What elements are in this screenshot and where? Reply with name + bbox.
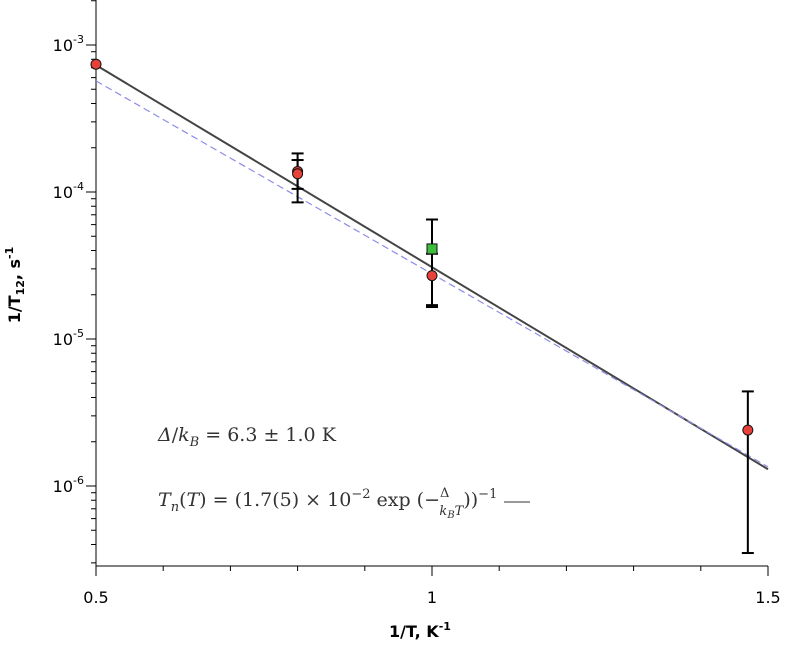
data-point-circle xyxy=(292,168,304,180)
annotation-formula: Tn(T) = (1.7(5) × 10−2 exp (−Δ kBT))−1 xyxy=(158,486,497,521)
y-axis-title: 1/T12, s-1 xyxy=(3,247,27,324)
axes: 10-6 10-5 10-4 10-3 0.5 1 1.5 xyxy=(53,0,781,607)
data-markers xyxy=(90,58,754,436)
y-tick-label: 10-4 xyxy=(53,180,84,202)
y-tick-label: 10-5 xyxy=(53,327,84,349)
x-tick-label: 0.5 xyxy=(83,588,108,607)
x-tick-label: 1.5 xyxy=(755,588,780,607)
annotation-gap: Δ/kB = 6.3 ± 1.0 K xyxy=(157,424,337,450)
annotations: Δ/kB = 6.3 ± 1.0 K Tn(T) = (1.7(5) × 10−… xyxy=(157,424,530,521)
x-tick-label: 1 xyxy=(427,588,437,607)
y-tick-label: 10-6 xyxy=(53,474,84,496)
data-point-square xyxy=(426,243,438,255)
data-point-circle xyxy=(742,424,754,436)
y-tick-label: 10-3 xyxy=(53,33,84,55)
data-point-circle xyxy=(426,270,438,282)
data-point-circle xyxy=(90,58,102,70)
axis-titles: 1/T, K-1 1/T12, s-1 xyxy=(3,247,451,641)
x-axis-title: 1/T, K-1 xyxy=(389,620,451,641)
